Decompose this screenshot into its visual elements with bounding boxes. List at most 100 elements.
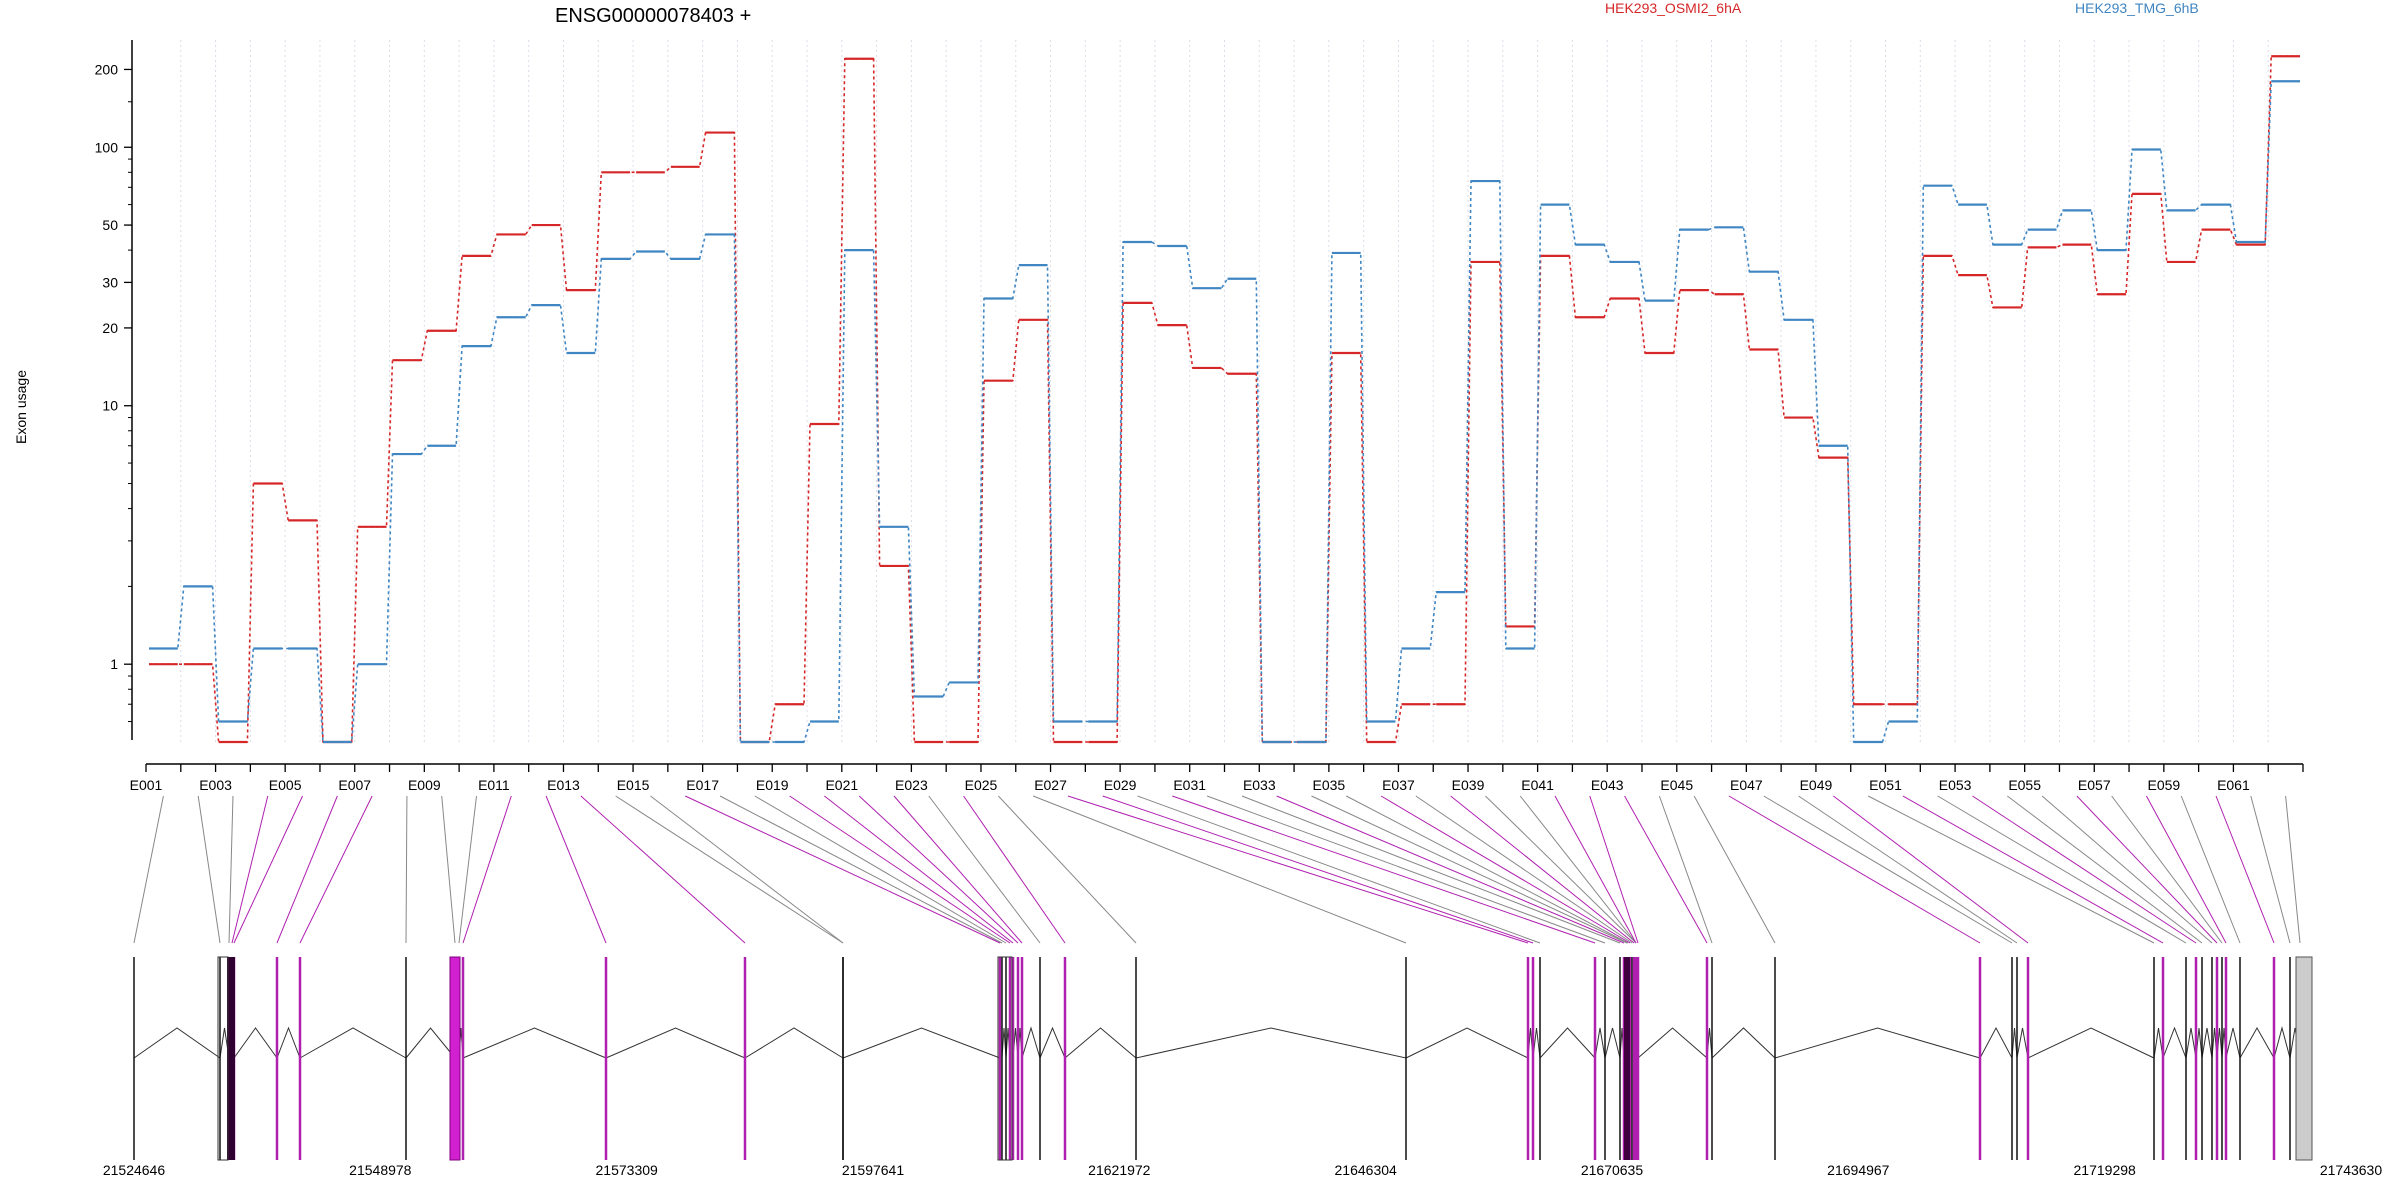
genomic-tick-label: 21646304 [1335,1162,1398,1178]
series-lines [149,55,2300,744]
exon-label: E059 [2147,777,2180,793]
exon-connector [2111,795,2223,944]
intron-line [1979,1026,2013,1059]
exon-connector [685,795,1001,944]
exon-label: E051 [1869,777,1902,793]
exon-label: E047 [1730,777,1763,793]
exon-connector [1415,795,1633,944]
genomic-tick-label: 21573309 [596,1162,659,1178]
y-tick-label: 20 [102,320,118,336]
exon-connector [133,795,164,944]
genomic-tick-label: 21548978 [349,1162,412,1178]
exon-label: E009 [408,777,441,793]
intron-line [1637,1027,1708,1059]
intron-line [1135,1027,1407,1059]
exon-connector [1485,795,1637,944]
series-line-1 [149,55,2300,743]
exon-label: E043 [1591,777,1624,793]
y-tick-label: 100 [95,139,119,155]
exon-label: E011 [478,777,510,793]
exon-label: E005 [269,777,302,793]
exon-box-highlight [1624,957,1630,1160]
exon-connector [858,795,1019,944]
exon-connector [405,795,408,944]
exon-label: E041 [1521,777,1554,793]
exon-connector [1206,795,1606,944]
intron-line [299,1027,407,1059]
exon-connector [1102,795,1534,944]
exon-label: E017 [686,777,719,793]
exon-connector [789,795,1011,944]
exon-connector [1276,795,1625,944]
y-tick-label: 30 [102,274,118,290]
exon-connector [754,795,1007,944]
y-tick-label: 1 [110,656,118,672]
exon-connectors [133,795,2301,944]
exon-label: E039 [1452,777,1485,793]
exon-connector [719,795,1003,944]
exon-connector [1693,795,1776,944]
exon-label: E053 [1939,777,1972,793]
intron-line [462,1027,607,1059]
exon-connector [2285,795,2301,944]
exon-label: E027 [1034,777,1067,793]
grid-lines [180,40,2269,742]
exon-connector [2146,795,2227,944]
exon-connector [650,795,844,944]
exon-label: E045 [1660,777,1693,793]
exon-label: E037 [1382,777,1415,793]
exon-connector [893,795,1023,944]
exon-connector [615,795,844,944]
exon-connector [299,795,373,944]
exon-connector [545,795,607,944]
exon-connector [441,795,456,944]
exon-connector [1728,795,1981,944]
exon-connector [231,795,269,944]
exon-connector [233,795,304,944]
genomic-tick-label: 21524646 [103,1162,166,1178]
exon-box-outline [997,956,1013,1161]
intron-line [2225,1027,2241,1059]
exon-connector [1763,795,2013,944]
exon-connector [1241,795,1621,944]
intron-line [2239,1026,2275,1059]
exon-connector [1067,795,1529,944]
genomic-tick-label: 21743630 [2320,1162,2383,1178]
legend-series-a: HEK293_OSMI2_6hA [1605,0,1742,16]
intron-line [2162,1026,2187,1059]
intron-line [233,1027,278,1059]
exon-connector [1137,795,1541,944]
exon-connector [1833,795,2029,944]
exon-label: E001 [130,777,163,793]
exon-connector [276,795,338,944]
genomic-tick-label: 21694967 [1827,1162,1890,1178]
exon-label: E019 [756,777,789,793]
gene-model [133,956,2313,1161]
intron-line [842,1027,1001,1059]
intron-line [1539,1027,1596,1059]
intron-line [1064,1027,1137,1059]
exon-connector [1589,795,1639,944]
exon-connector [963,795,1066,944]
intron-line [405,1027,456,1059]
exon-connector [1972,795,2197,944]
intron-line [1711,1027,1776,1059]
exon-connector [1658,795,1713,944]
legend-series-b: HEK293_TMG_6hB [2075,0,2199,16]
exon-box-highlight [449,956,461,1161]
intron-line [605,1027,746,1059]
genomic-coordinate-axis: 21524646 21548978 21573309 21597641 21621972… [103,1162,2383,1178]
exon-connector [462,795,512,944]
exon-box-highlight [227,957,235,1160]
intron-line [1774,1027,1981,1059]
exon-label: E035 [1313,777,1346,793]
exon-connector [1902,795,2164,944]
exon-connector [2076,795,2218,944]
intron-line [2027,1027,2155,1059]
y-tick-label: 10 [102,398,118,414]
exon-label: E021 [825,777,858,793]
exon-box-utr [2295,956,2313,1161]
exon-label: E013 [547,777,580,793]
intron-line [2153,1027,2164,1059]
